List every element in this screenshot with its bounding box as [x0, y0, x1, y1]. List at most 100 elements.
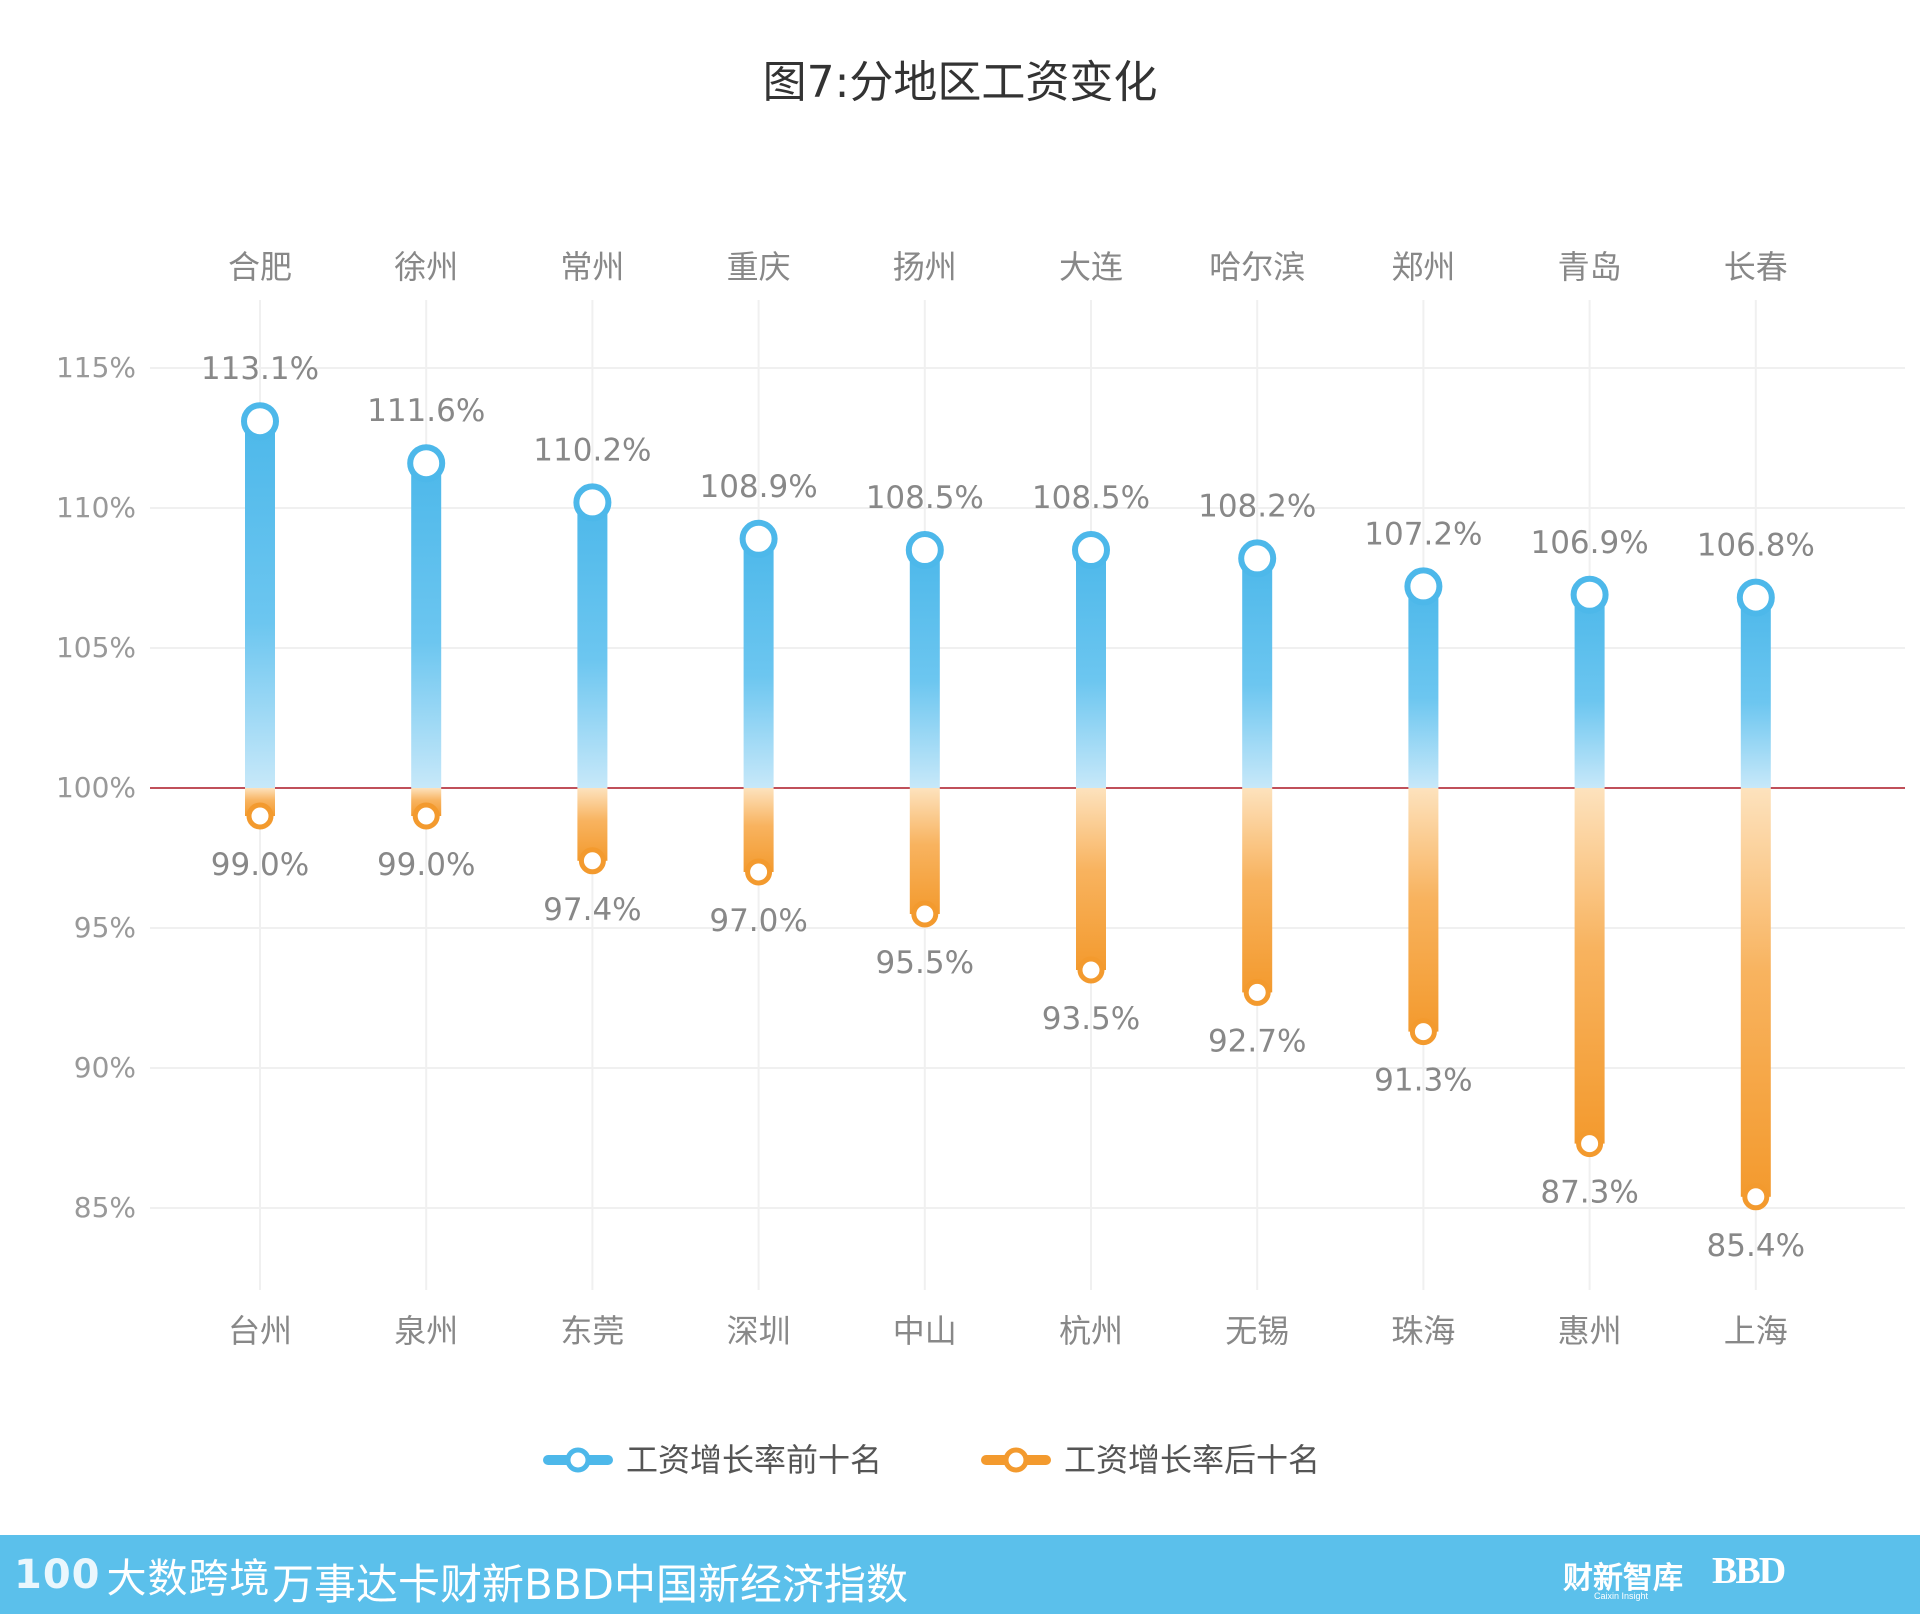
top-bar — [1740, 597, 1771, 788]
bottom-category-label: 深圳 — [727, 1312, 791, 1350]
top-value-label: 106.8% — [1697, 528, 1815, 564]
top-bar-marker — [1072, 531, 1110, 569]
partner-logo-caixin-sub: Caixin Insight — [1594, 1591, 1649, 1601]
y-tick-label: 110% — [56, 491, 136, 524]
top-bar-marker — [407, 444, 446, 483]
bottom-value-label: 92.7% — [1208, 1023, 1306, 1059]
brand-logo-mark: 100 — [14, 1552, 101, 1598]
top-bar-marker — [1570, 575, 1609, 614]
top-value-label: 106.9% — [1530, 525, 1648, 561]
top-category-label: 大连 — [1059, 248, 1123, 286]
top-bar — [577, 502, 608, 788]
chart: 图7:分地区工资变化 115% 110% 105% 100% 95% 90% 85% 113… — [56, 57, 1905, 1479]
legend-swatch-marker — [1003, 1447, 1029, 1473]
top-value-label: 111.6% — [367, 393, 485, 429]
bottom-bar-marker — [1576, 1130, 1604, 1158]
top-category-label: 长春 — [1724, 248, 1788, 286]
bottom-bar-marker — [246, 802, 274, 830]
legend: 工资增长率前十名 工资增长率后十名 — [543, 1441, 1320, 1479]
bars — [241, 402, 1775, 1211]
top-bar-marker — [905, 531, 944, 569]
bottom-bar-marker — [745, 858, 773, 886]
top-value-label: 113.1% — [201, 351, 319, 387]
bottom-value-label: 87.3% — [1540, 1175, 1638, 1211]
bottom-bar-marker — [1409, 1018, 1437, 1046]
top-bar — [1076, 550, 1106, 788]
bottom-value-label: 95.5% — [876, 945, 974, 981]
top-bar-marker — [1238, 539, 1277, 578]
bottom-bar-marker — [1243, 978, 1271, 1006]
partner-logo-caixin: 财新智库 — [1563, 1561, 1683, 1596]
top-bar — [245, 421, 275, 788]
top-value-label: 108.5% — [866, 480, 984, 516]
legend-swatch-marker — [565, 1447, 591, 1473]
top-category-label: 重庆 — [727, 248, 791, 286]
legend-label: 工资增长率前十名 — [626, 1441, 882, 1479]
top-bar-marker — [1736, 578, 1775, 617]
top-category-label: 青岛 — [1558, 248, 1622, 286]
legend-label: 工资增长率后十名 — [1064, 1441, 1320, 1479]
bottom-category-label: 杭州 — [1059, 1312, 1123, 1350]
top-category-label: 徐州 — [394, 248, 458, 286]
bottom-bar-marker — [1742, 1183, 1770, 1211]
bottom-category-label: 东莞 — [560, 1312, 624, 1350]
top-bar — [1242, 558, 1273, 788]
top-value-label: 108.9% — [699, 469, 817, 505]
top-value-label: 108.2% — [1198, 488, 1316, 524]
bottom-bar — [1076, 788, 1106, 970]
bottom-value-label: 97.0% — [709, 903, 807, 939]
top-bar — [1408, 586, 1439, 788]
bottom-bar-marker — [412, 802, 440, 830]
bottom-bar-marker — [1077, 956, 1105, 984]
partner-logo-bbd: BBD — [1712, 1550, 1786, 1592]
chart-title: 图7:分地区工资变化 — [763, 57, 1158, 108]
bottom-value-label: 99.0% — [377, 847, 475, 883]
brand-logo-text: 大数跨境 — [106, 1556, 271, 1602]
top-category-label: 常州 — [560, 248, 624, 286]
top-category-label: 合肥 — [228, 248, 292, 286]
bottom-category-label: 上海 — [1724, 1312, 1788, 1350]
bottom-category-label: 泉州 — [394, 1312, 458, 1350]
data-labels: 113.1% 111.6% 110.2% 108.9% 108.5% 108.5% 108.… — [201, 351, 1815, 1264]
top-category-label: 哈尔滨 — [1209, 248, 1305, 286]
bottom-value-label: 93.5% — [1042, 1001, 1140, 1037]
index-title: 万事达卡财新BBD中国新经济指数 — [272, 1560, 908, 1609]
y-tick-label: 115% — [56, 351, 136, 384]
bottom-bar-marker — [911, 900, 939, 928]
bottom-value-label: 97.4% — [543, 892, 641, 928]
bottom-bar — [1242, 788, 1273, 993]
y-tick-label: 90% — [74, 1051, 136, 1084]
top-value-label: 108.5% — [1032, 480, 1150, 516]
top-value-label: 110.2% — [533, 432, 651, 468]
top-category-label: 郑州 — [1391, 248, 1455, 286]
bottom-value-label: 91.3% — [1374, 1063, 1472, 1099]
bottom-bar — [909, 788, 940, 914]
y-tick-label: 100% — [56, 771, 136, 804]
bottom-category-label: 无锡 — [1225, 1312, 1289, 1350]
top-bar-marker — [739, 519, 778, 558]
y-tick-label: 105% — [56, 631, 136, 664]
top-bar-marker — [241, 402, 279, 441]
bottom-category-label: 珠海 — [1391, 1312, 1455, 1350]
top-bar — [1574, 594, 1605, 788]
bottom-value-label: 99.0% — [211, 847, 309, 883]
top-bar-marker — [1404, 567, 1443, 606]
y-axis: 115% 110% 105% 100% 95% 90% 85% — [56, 351, 136, 1224]
bottom-category-label: 中山 — [893, 1312, 957, 1350]
bottom-bar-marker — [578, 847, 606, 875]
bottom-value-label: 85.4% — [1707, 1228, 1805, 1264]
top-bar-marker — [573, 483, 612, 522]
top-bar — [411, 463, 442, 788]
bottom-bar — [1740, 788, 1771, 1197]
y-tick-label: 85% — [74, 1191, 136, 1224]
bottom-category-label: 惠州 — [1558, 1312, 1622, 1350]
top-value-label: 107.2% — [1364, 516, 1482, 552]
y-tick-label: 95% — [74, 911, 136, 944]
footer-banner: 100 大数跨境 万事达卡财新BBD中国新经济指数 财新智库 Caixin In… — [0, 1535, 1920, 1614]
bottom-bar — [743, 788, 774, 872]
brand-logo-left: 100 大数跨境 — [14, 1551, 271, 1602]
bottom-category-label: 台州 — [228, 1312, 292, 1350]
bottom-bar — [1574, 788, 1605, 1144]
top-bar — [909, 550, 940, 788]
